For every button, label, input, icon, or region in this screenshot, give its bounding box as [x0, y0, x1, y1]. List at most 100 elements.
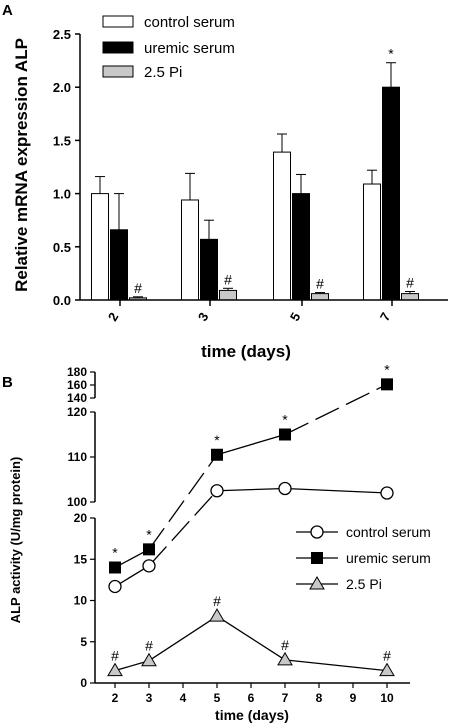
- panel-a-y-ticks: 0.0 0.5 1.0 1.5 2.0 2.5: [53, 27, 80, 308]
- marker: [209, 608, 225, 622]
- marker: [210, 484, 224, 498]
- x-tick-label: 2: [112, 691, 119, 705]
- panel-b-lines: * * * * * # # # # #: [107, 361, 395, 677]
- significance-mark: *: [112, 545, 118, 561]
- x-tick-label: 8: [316, 691, 323, 705]
- y-tick-label: 100: [67, 495, 87, 509]
- panel-b-letter: B: [2, 374, 13, 391]
- legend-swatch: [102, 15, 134, 28]
- bar: [91, 193, 109, 301]
- x-tick-label: 9: [350, 691, 357, 705]
- significance-mark: #: [281, 637, 289, 653]
- y-tick-label: 1.0: [53, 187, 71, 202]
- marker: [309, 576, 325, 590]
- y-tick-label: 5: [80, 635, 87, 649]
- bar: [363, 183, 381, 301]
- bar: [401, 293, 419, 301]
- significance-mark: #: [383, 648, 391, 664]
- bar: [181, 199, 199, 301]
- bar: [219, 289, 237, 301]
- series-line: [284, 383, 388, 436]
- series-line: [284, 487, 388, 494]
- panel-a-legend: control serum uremic serum 2.5 Pi: [102, 14, 235, 81]
- significance-mark: *: [282, 412, 288, 428]
- panel-b-x-ticks: 2 3 4 5 6 7 8 9 10: [112, 683, 394, 705]
- marker: [277, 651, 293, 666]
- significance-mark: *: [146, 526, 152, 542]
- x-tick-label: 5: [214, 691, 221, 705]
- panel-a: A Relative mRNA expression ALP time (day…: [2, 2, 448, 361]
- x-tick-label: 4: [180, 691, 187, 705]
- x-tick-label: 7: [377, 310, 394, 324]
- panel-a-x-axis-title: time (days): [201, 342, 291, 361]
- marker: [311, 552, 323, 564]
- panel-a-letter: A: [2, 2, 13, 19]
- bar: [382, 86, 400, 301]
- bar: [110, 229, 128, 301]
- series-line: [148, 490, 218, 567]
- y-tick-label: 0: [80, 676, 87, 690]
- y-tick-label: 110: [68, 450, 88, 464]
- marker: [310, 525, 324, 539]
- y-tick-label: 140: [67, 391, 87, 405]
- x-tick-label: 7: [282, 691, 289, 705]
- legend-label: uremic serum: [346, 550, 431, 566]
- marker: [108, 579, 122, 594]
- panel-a-bars: * # # # #: [91, 46, 419, 301]
- legend-label: control serum: [144, 14, 235, 31]
- significance-mark: *: [384, 361, 390, 377]
- panel-b: B ALP activity (U/mg protein) time (days…: [2, 361, 431, 723]
- y-tick-label: 20: [74, 511, 88, 525]
- y-tick-label: 2.0: [53, 80, 71, 95]
- x-tick-label: 10: [380, 691, 394, 705]
- series-line: [114, 660, 150, 672]
- y-tick-label: 160: [67, 378, 87, 392]
- bar: [200, 238, 218, 301]
- y-tick-label: 10: [74, 594, 88, 608]
- marker: [211, 448, 223, 461]
- panel-a-x-ticks: 2 3 5 7: [105, 300, 394, 324]
- series-line: [148, 454, 218, 550]
- legend-swatch: [102, 65, 134, 78]
- marker: [141, 652, 157, 667]
- y-tick-label: 0.0: [53, 293, 71, 308]
- x-tick-label: 3: [146, 691, 153, 705]
- marker: [142, 559, 156, 573]
- bar: [273, 151, 291, 301]
- panel-b-legend: control serum uremic serum 2.5 Pi: [296, 524, 431, 592]
- marker: [109, 561, 121, 574]
- significance-mark: #: [134, 280, 142, 296]
- y-tick-label: 1.5: [53, 133, 71, 148]
- marker: [379, 662, 395, 677]
- marker: [381, 378, 393, 391]
- y-tick-label: 180: [67, 365, 87, 379]
- series-line: [216, 487, 286, 492]
- marker: [143, 543, 155, 556]
- series-line: [148, 615, 218, 662]
- panel-a-y-axis-title: Relative mRNA expression ALP: [12, 38, 31, 292]
- legend-swatch: [102, 41, 134, 54]
- significance-mark: #: [145, 638, 153, 654]
- marker: [380, 486, 394, 500]
- y-tick-label: 2.5: [53, 27, 71, 42]
- significance-mark: #: [213, 593, 221, 609]
- x-tick-label: 5: [287, 310, 304, 324]
- marker: [107, 662, 123, 677]
- series-line: [284, 659, 388, 672]
- legend-label: control serum: [346, 524, 431, 540]
- marker: [279, 428, 291, 441]
- legend-label: 2.5 Pi: [144, 64, 182, 81]
- significance-mark: #: [224, 271, 232, 287]
- significance-mark: #: [316, 276, 324, 292]
- y-tick-label: 15: [74, 552, 88, 566]
- significance-mark: *: [214, 432, 220, 448]
- significance-mark: #: [406, 274, 414, 290]
- x-tick-label: 3: [195, 310, 212, 324]
- bar: [292, 193, 310, 301]
- marker: [278, 481, 292, 496]
- panel-b-x-axis-title: time (days): [215, 707, 289, 723]
- panel-b-y-axis-title: ALP activity (U/mg protein): [8, 457, 23, 624]
- x-tick-label: 2: [105, 310, 122, 324]
